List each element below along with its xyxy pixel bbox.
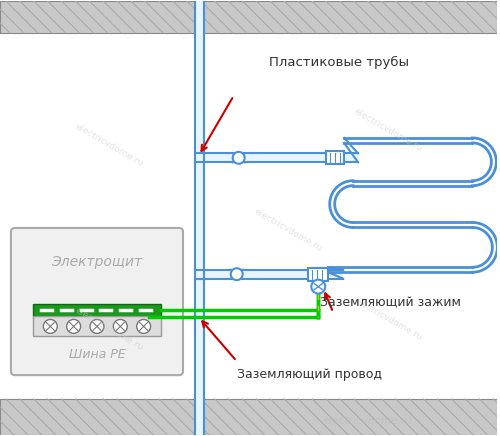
Bar [0, 33, 498, 399]
Bar [33, 317, 161, 336]
Circle shape [90, 320, 104, 334]
Circle shape [232, 152, 244, 164]
Circle shape [136, 320, 150, 334]
Text: electricvdome.ru: electricvdome.ru [352, 107, 424, 153]
Bar [308, 268, 328, 281]
Text: electricvdome.ru: electricvdome.ru [252, 207, 324, 253]
FancyBboxPatch shape [11, 228, 183, 375]
Text: Пластиковые трубы: Пластиковые трубы [268, 56, 408, 69]
Circle shape [312, 279, 325, 293]
Bar [326, 151, 344, 164]
Bar [33, 303, 161, 317]
Circle shape [114, 320, 128, 334]
Bar [204, 153, 358, 162]
Circle shape [231, 268, 242, 280]
Text: Электрощит: Электрощит [52, 255, 142, 269]
Text: electricvdome.ru: electricvdome.ru [74, 122, 145, 169]
Circle shape [44, 320, 58, 334]
Text: Заземляющий зажим: Заземляющий зажим [320, 296, 462, 309]
Circle shape [66, 320, 80, 334]
Text: electricvdome.ru: electricvdome.ru [324, 416, 412, 426]
Bar [0, 1, 498, 33]
Text: Шина PE: Шина PE [68, 348, 126, 361]
Text: electricvdome.ru: electricvdome.ru [352, 296, 424, 343]
Text: electricvdome.ru: electricvdome.ru [74, 306, 145, 353]
Bar [204, 270, 343, 279]
Bar [195, 1, 204, 435]
Bar [0, 399, 498, 435]
Text: Заземляющий провод: Заземляющий провод [236, 368, 382, 381]
